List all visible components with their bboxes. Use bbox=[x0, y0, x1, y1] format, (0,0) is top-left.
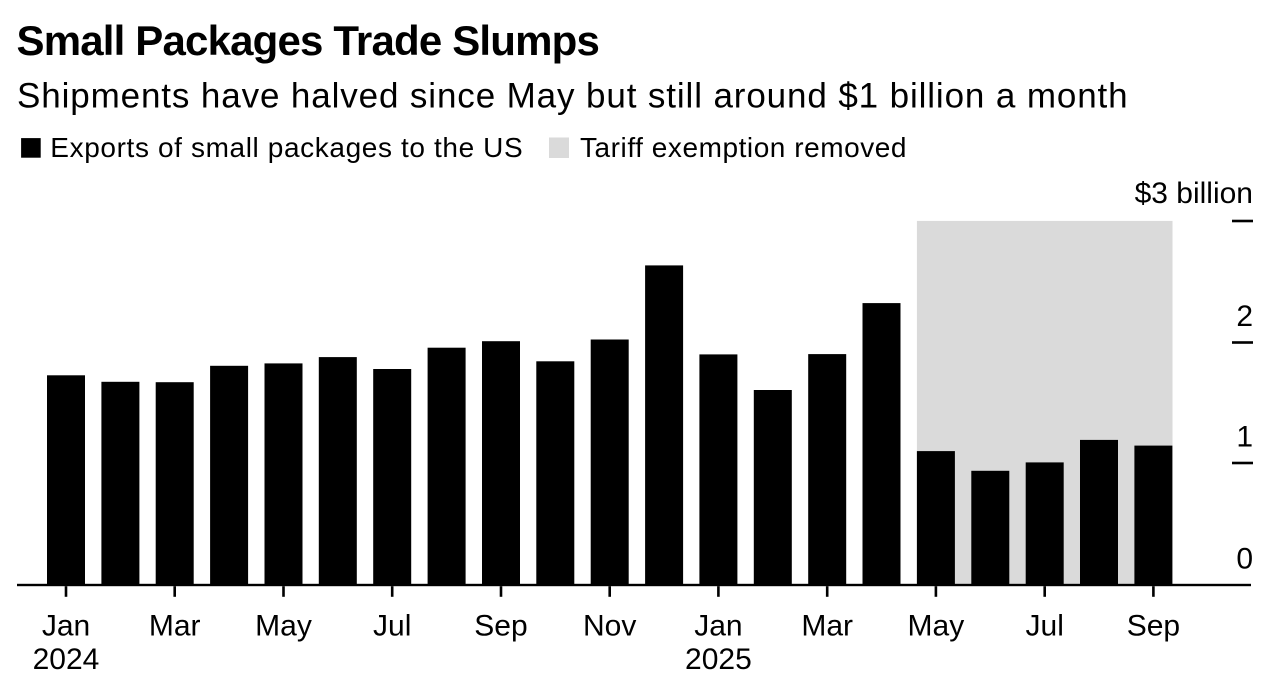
svg-text:0: 0 bbox=[1236, 542, 1253, 575]
svg-text:2024: 2024 bbox=[33, 643, 100, 676]
svg-text:Sep: Sep bbox=[474, 610, 527, 643]
svg-text:2025: 2025 bbox=[685, 643, 752, 676]
svg-text:Sep: Sep bbox=[1127, 610, 1180, 643]
svg-text:Jan: Jan bbox=[694, 610, 742, 643]
svg-text:2: 2 bbox=[1236, 300, 1253, 333]
svg-text:Jul: Jul bbox=[373, 610, 411, 643]
svg-text:Mar: Mar bbox=[149, 610, 201, 643]
svg-text:Jan: Jan bbox=[42, 610, 90, 643]
svg-text:Exports of small packages to t: Exports of small packages to the US bbox=[50, 132, 523, 163]
svg-text:May: May bbox=[255, 610, 312, 643]
svg-text:1: 1 bbox=[1236, 421, 1253, 454]
svg-text:Shipments have halved since Ma: Shipments have halved since May but stil… bbox=[17, 77, 1129, 116]
svg-text:Tariff exemption removed: Tariff exemption removed bbox=[580, 132, 907, 163]
svg-text:Small Packages Trade Slumps: Small Packages Trade Slumps bbox=[17, 17, 600, 64]
svg-text:May: May bbox=[908, 610, 965, 643]
svg-text:Jul: Jul bbox=[1026, 610, 1064, 643]
svg-text:Nov: Nov bbox=[583, 610, 636, 643]
svg-text:Mar: Mar bbox=[801, 610, 853, 643]
svg-text:$3 billion: $3 billion bbox=[1135, 177, 1253, 210]
